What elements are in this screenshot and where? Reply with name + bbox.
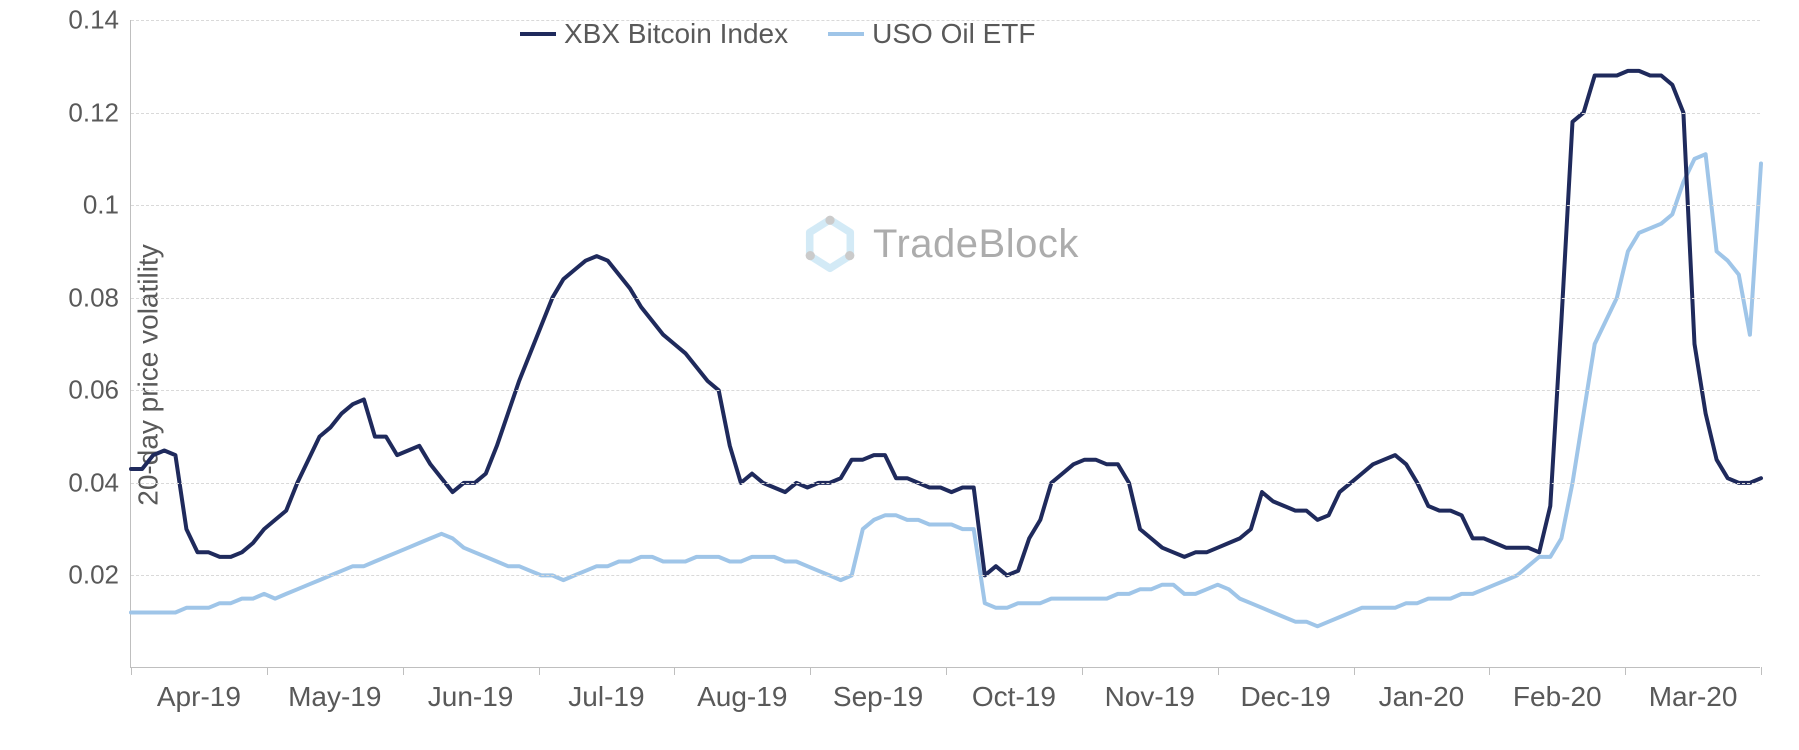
x-tick-label: Jun-19 <box>428 681 514 713</box>
tradeblock-watermark: TradeBlock <box>801 215 1079 273</box>
volatility-chart: 20-day price volatility TradeBlock 0.020… <box>0 0 1799 750</box>
x-tick-label: Jul-19 <box>568 681 644 713</box>
y-tick-label: 0.06 <box>68 375 119 406</box>
x-tick-label: May-19 <box>288 681 381 713</box>
y-tick-label: 0.02 <box>68 560 119 591</box>
x-tick-mark <box>131 667 132 675</box>
x-tick-mark <box>674 667 675 675</box>
legend-item: USO Oil ETF <box>828 18 1035 50</box>
line-series-svg <box>131 20 1761 668</box>
x-tick-label: Aug-19 <box>697 681 787 713</box>
x-tick-mark <box>403 667 404 675</box>
x-tick-label: Sep-19 <box>833 681 923 713</box>
y-tick-label: 0.14 <box>68 5 119 36</box>
legend-swatch <box>828 32 864 36</box>
x-tick-label: Oct-19 <box>972 681 1056 713</box>
tradeblock-logo-icon <box>801 215 859 273</box>
y-tick-label: 0.1 <box>83 190 119 221</box>
y-tick-label: 0.08 <box>68 282 119 313</box>
x-tick-mark <box>946 667 947 675</box>
x-tick-mark <box>1625 667 1626 675</box>
x-tick-label: Mar-20 <box>1649 681 1738 713</box>
gridline <box>131 113 1760 114</box>
x-tick-label: Nov-19 <box>1105 681 1195 713</box>
x-tick-label: Dec-19 <box>1240 681 1330 713</box>
chart-legend: XBX Bitcoin Index USO Oil ETF <box>520 18 1035 50</box>
y-tick-label: 0.04 <box>68 467 119 498</box>
xbx-bitcoin-line <box>131 71 1761 576</box>
x-tick-mark <box>1082 667 1083 675</box>
x-tick-mark <box>810 667 811 675</box>
x-tick-mark <box>1761 667 1762 675</box>
gridline <box>131 483 1760 484</box>
plot-area: TradeBlock 0.020.040.060.080.10.120.14Ap… <box>130 20 1760 668</box>
legend-swatch <box>520 32 556 36</box>
gridline <box>131 390 1760 391</box>
x-tick-label: Feb-20 <box>1513 681 1602 713</box>
watermark-text: TradeBlock <box>873 222 1079 267</box>
gridline <box>131 205 1760 206</box>
x-tick-mark <box>267 667 268 675</box>
x-tick-label: Jan-20 <box>1379 681 1465 713</box>
x-tick-mark <box>1489 667 1490 675</box>
y-tick-label: 0.12 <box>68 97 119 128</box>
legend-item: XBX Bitcoin Index <box>520 18 788 50</box>
gridline <box>131 298 1760 299</box>
x-tick-label: Apr-19 <box>157 681 241 713</box>
legend-label: XBX Bitcoin Index <box>564 18 788 50</box>
x-tick-mark <box>1218 667 1219 675</box>
x-tick-mark <box>539 667 540 675</box>
x-tick-mark <box>1354 667 1355 675</box>
legend-label: USO Oil ETF <box>872 18 1035 50</box>
gridline <box>131 575 1760 576</box>
